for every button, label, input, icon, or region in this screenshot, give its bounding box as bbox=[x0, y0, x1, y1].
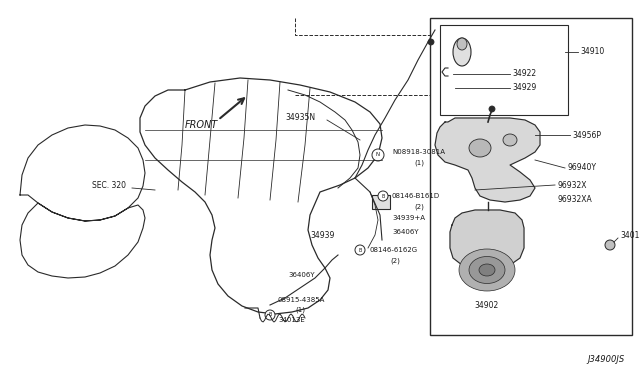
Text: (2): (2) bbox=[414, 204, 424, 210]
Circle shape bbox=[355, 245, 365, 255]
Text: J34900JS: J34900JS bbox=[588, 356, 625, 365]
Polygon shape bbox=[140, 78, 382, 314]
Text: 34939: 34939 bbox=[310, 231, 334, 240]
Text: FRONT: FRONT bbox=[185, 120, 218, 130]
Text: 34902: 34902 bbox=[475, 301, 499, 310]
Text: B: B bbox=[358, 247, 362, 253]
Circle shape bbox=[372, 149, 384, 161]
Circle shape bbox=[605, 240, 615, 250]
Circle shape bbox=[378, 191, 388, 201]
Text: B: B bbox=[381, 193, 385, 199]
Text: 34939+A: 34939+A bbox=[392, 215, 425, 221]
Circle shape bbox=[489, 106, 495, 112]
Bar bbox=[430, 18, 632, 335]
Polygon shape bbox=[450, 210, 524, 268]
Text: 96932X: 96932X bbox=[557, 180, 586, 189]
Ellipse shape bbox=[459, 249, 515, 291]
Polygon shape bbox=[20, 125, 145, 278]
Text: 96932XA: 96932XA bbox=[557, 196, 592, 205]
Bar bbox=[440, 25, 568, 115]
Text: 34013B: 34013B bbox=[620, 231, 640, 241]
Text: 08146-6162G: 08146-6162G bbox=[370, 247, 418, 253]
Ellipse shape bbox=[457, 38, 467, 50]
Text: 36406Y: 36406Y bbox=[392, 229, 419, 235]
Text: 36406Y: 36406Y bbox=[288, 272, 315, 278]
Text: 34929: 34929 bbox=[512, 83, 536, 93]
Circle shape bbox=[428, 39, 434, 45]
Text: N08918-3081A: N08918-3081A bbox=[392, 149, 445, 155]
Text: 08146-B161D: 08146-B161D bbox=[392, 193, 440, 199]
Text: 34935N: 34935N bbox=[285, 113, 315, 122]
Text: 34956P: 34956P bbox=[572, 131, 601, 140]
Text: 34013E: 34013E bbox=[278, 317, 305, 323]
Text: B: B bbox=[268, 312, 272, 317]
Text: SEC. 320: SEC. 320 bbox=[92, 180, 126, 189]
Circle shape bbox=[265, 310, 275, 320]
Ellipse shape bbox=[469, 257, 505, 283]
Ellipse shape bbox=[469, 139, 491, 157]
Text: (2): (2) bbox=[390, 258, 400, 264]
Text: 34922: 34922 bbox=[512, 70, 536, 78]
Text: 96940Y: 96940Y bbox=[567, 164, 596, 173]
Text: N: N bbox=[376, 153, 380, 157]
Ellipse shape bbox=[479, 264, 495, 276]
Ellipse shape bbox=[503, 134, 517, 146]
Text: (1): (1) bbox=[295, 307, 305, 313]
Bar bbox=[372, 195, 390, 209]
Polygon shape bbox=[435, 118, 540, 202]
Ellipse shape bbox=[453, 38, 471, 66]
Text: 08915-4385A: 08915-4385A bbox=[278, 297, 325, 303]
Text: (1): (1) bbox=[414, 160, 424, 166]
Text: 34910: 34910 bbox=[580, 48, 604, 57]
